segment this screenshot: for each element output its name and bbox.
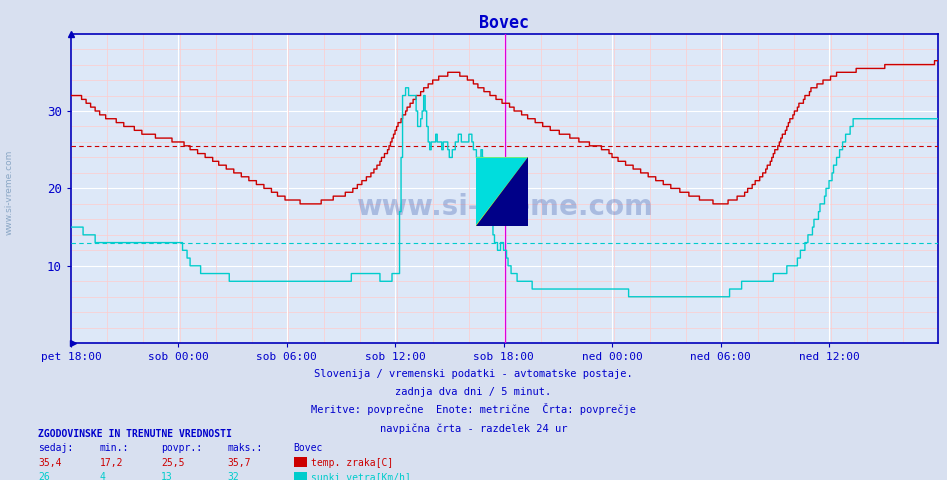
Text: ZGODOVINSKE IN TRENUTNE VREDNOSTI: ZGODOVINSKE IN TRENUTNE VREDNOSTI — [38, 429, 232, 439]
Text: www.si-vreme.com: www.si-vreme.com — [356, 193, 652, 221]
Text: navpična črta - razdelek 24 ur: navpična črta - razdelek 24 ur — [380, 423, 567, 433]
Polygon shape — [475, 157, 527, 226]
Text: www.si-vreme.com: www.si-vreme.com — [5, 149, 14, 235]
Text: Meritve: povprečne  Enote: metrične  Črta: povprečje: Meritve: povprečne Enote: metrične Črta:… — [311, 403, 636, 415]
Text: 25,5: 25,5 — [161, 457, 185, 468]
Polygon shape — [475, 157, 527, 226]
Text: zadnja dva dni / 5 minut.: zadnja dva dni / 5 minut. — [396, 387, 551, 397]
Title: Bovec: Bovec — [479, 14, 529, 32]
Text: Bovec: Bovec — [294, 443, 323, 453]
Text: 32: 32 — [227, 472, 239, 480]
Text: 35,4: 35,4 — [38, 457, 62, 468]
Text: 17,2: 17,2 — [99, 457, 123, 468]
Text: sedaj:: sedaj: — [38, 443, 73, 453]
Text: 4: 4 — [99, 472, 105, 480]
Text: sunki vetra[Km/h]: sunki vetra[Km/h] — [311, 472, 410, 480]
Text: 35,7: 35,7 — [227, 457, 251, 468]
Text: 13: 13 — [161, 472, 172, 480]
Text: 26: 26 — [38, 472, 49, 480]
Text: maks.:: maks.: — [227, 443, 262, 453]
Text: Slovenija / vremenski podatki - avtomatske postaje.: Slovenija / vremenski podatki - avtomats… — [314, 369, 633, 379]
Text: min.:: min.: — [99, 443, 129, 453]
Text: temp. zraka[C]: temp. zraka[C] — [311, 457, 393, 468]
Text: povpr.:: povpr.: — [161, 443, 202, 453]
